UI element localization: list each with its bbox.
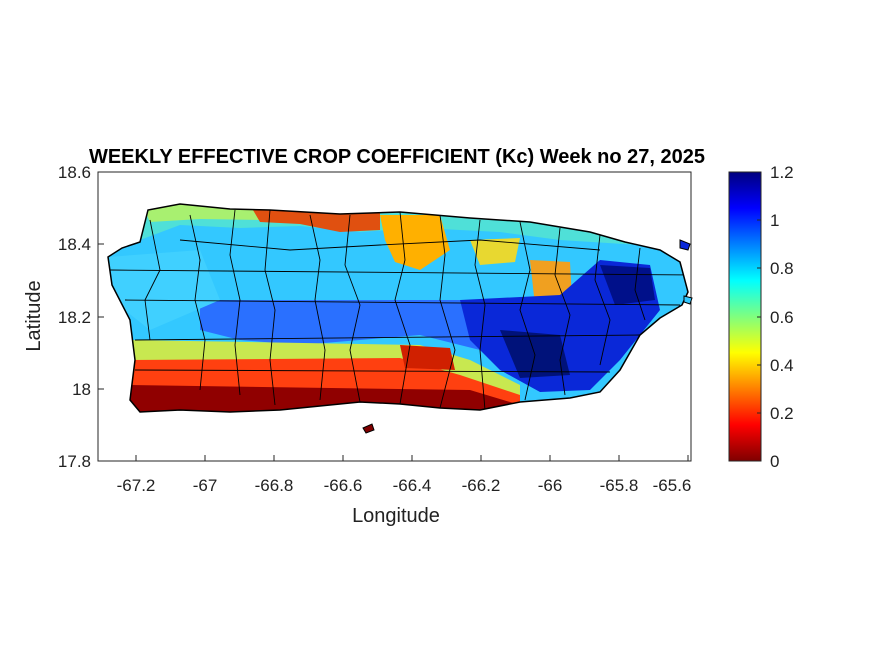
colorbar-tick-label: 0 (770, 452, 779, 471)
heatmap-zone-cordillera (200, 300, 540, 350)
x-tick-label: -66.8 (255, 476, 294, 495)
x-tick-label: -67.2 (117, 476, 156, 495)
y-tick-label: 18.2 (58, 308, 91, 327)
colorbar-gradient (728, 171, 762, 462)
colorbar-tick-label: 0.4 (770, 356, 794, 375)
x-tick-label: -66.2 (462, 476, 501, 495)
heatmap-zone-east (460, 260, 660, 392)
y-tick-label: 18.4 (58, 235, 91, 254)
heatmap-zone-north-yellow (470, 238, 520, 265)
colorbar-tick-label: 0.8 (770, 259, 794, 278)
kc-heatmap (108, 204, 688, 412)
colorbar: 1.2 1 0.8 0.6 0.4 0.2 0 (728, 163, 794, 471)
x-axis-label: Longitude (352, 505, 440, 527)
colorbar-tick-label: 0.6 (770, 308, 794, 327)
caja-de-muertos-islet (362, 423, 375, 434)
municipality-boundaries (109, 209, 688, 411)
y-axis-label: Latitude (23, 280, 45, 351)
heatmap-zone-south-center (400, 345, 455, 370)
y-axis: 18.6 18.4 18.2 18 17.8 (58, 163, 104, 471)
colorbar-tick-label: 0.2 (770, 404, 794, 423)
y-tick-label: 17.8 (58, 452, 91, 471)
x-tick-label: -67 (193, 476, 218, 495)
chart-title: WEEKLY EFFECTIVE CROP COEFFICIENT (Kc) W… (89, 146, 705, 168)
colorbar-tick-label: 1 (770, 211, 779, 230)
x-tick-label: -66 (538, 476, 563, 495)
east-islet (683, 295, 693, 305)
culebra-islet (679, 239, 691, 251)
heatmap-zone-north-orange (380, 215, 450, 270)
x-tick-label: -66.6 (324, 476, 363, 495)
x-tick-label: -66.4 (393, 476, 432, 495)
y-tick-label: 18.6 (58, 163, 91, 182)
x-tick-label: -65.6 (653, 476, 692, 495)
x-axis: -67.2 -67 -66.8 -66.6 -66.4 -66.2 -66 -6… (117, 455, 692, 495)
y-tick-label: 18 (72, 380, 91, 399)
x-tick-label: -65.8 (600, 476, 639, 495)
colorbar-tick-label: 1.2 (770, 163, 794, 182)
